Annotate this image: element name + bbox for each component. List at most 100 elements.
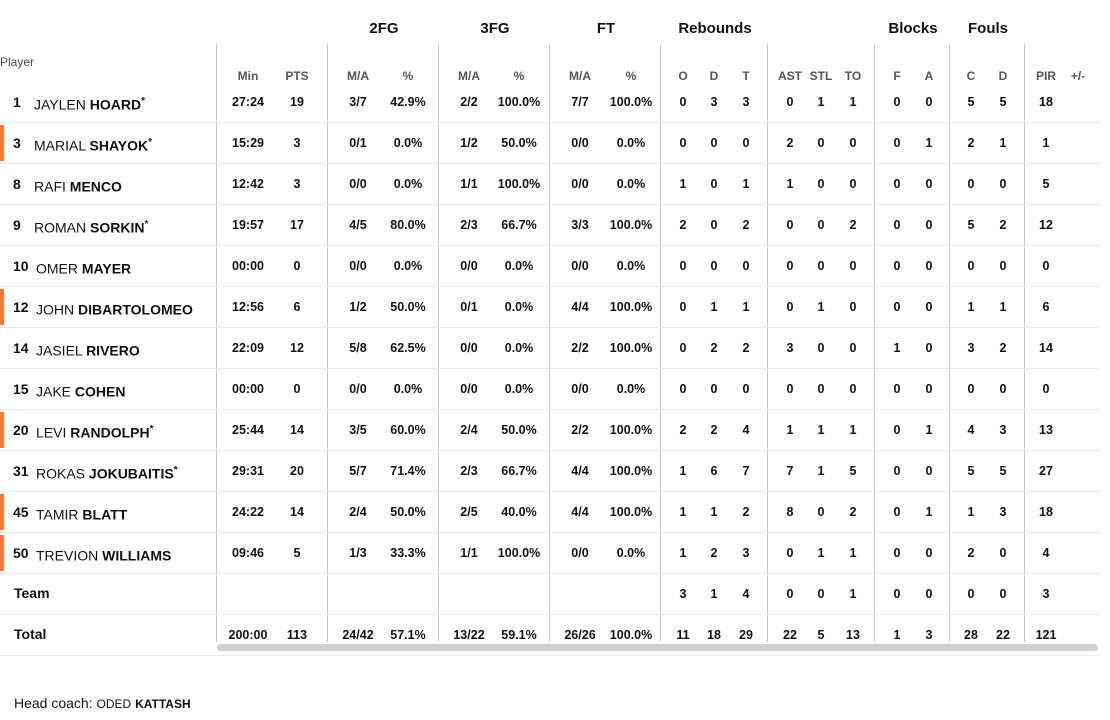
player-name-link[interactable]: ROKAS JOKUBAITIS* [36, 451, 178, 494]
stat-cell-pts: 6 [293, 300, 301, 314]
stat-cell-fc: 1 [967, 300, 975, 314]
stat-cell-stl: 0 [817, 136, 825, 150]
stat-cell-fg3-pct: 0.0% [504, 259, 534, 273]
player-first-name: LEVI [36, 424, 67, 441]
player-name-link[interactable]: RAFI MENCO [34, 164, 122, 207]
stat-cell-fg3-pct: 59.1% [501, 628, 537, 642]
stat-cell-stl: 0 [817, 341, 825, 355]
player-number: 31 [13, 463, 29, 479]
stat-cell-fg2-ma: 5/8 [349, 341, 367, 355]
col-pir[interactable]: PIR [1035, 69, 1057, 83]
col-stl[interactable]: STL [809, 69, 833, 83]
player-name-link[interactable]: LEVI RANDOLPH* [36, 410, 154, 453]
col-reb-d[interactable]: D [709, 69, 719, 83]
player-row[interactable]: 15 JAKE COHEN 00:00 0 0/0 0.0% 0/0 0.0% 0/0 0.0% 0… [0, 369, 1100, 410]
col-2fg-ma[interactable]: M/A [347, 69, 369, 83]
player-last-name: WILLIAMS [102, 547, 172, 564]
stat-cell-fg3-pct: 0.0% [504, 382, 534, 396]
stat-cell-fg2-ma: 0/0 [349, 382, 367, 396]
stat-cell-fc: 28 [964, 628, 978, 642]
stat-cell-stl: 0 [817, 259, 825, 273]
col-to[interactable]: TO [844, 69, 862, 83]
player-name-link[interactable]: ROMAN SORKIN* [34, 205, 148, 248]
col-ft-pct[interactable]: % [625, 69, 637, 83]
col-pts[interactable]: PTS [285, 69, 309, 83]
stat-cell-bf: 0 [893, 587, 901, 601]
player-row[interactable]: 8 RAFI MENCO 12:42 3 0/0 0.0% 1/1 100.0% 0/0 0.0%… [0, 164, 1100, 205]
player-name-link[interactable]: JAKE COHEN [36, 369, 125, 412]
stat-cell-stl: 1 [817, 95, 825, 109]
stat-cell-fc: 2 [967, 546, 975, 560]
col-blk-f[interactable]: F [893, 69, 901, 83]
col-foul-d[interactable]: D [998, 69, 1008, 83]
stat-cell-stl: 1 [817, 546, 825, 560]
group-header-row: 2FG 3FG FT Rebounds Blocks Fouls [0, 0, 1110, 44]
player-last-name: BLATT [82, 506, 128, 523]
player-row[interactable]: 45 TAMIR BLATT 24:22 14 2/4 50.0% 2/5 40.0% 4/4 1… [0, 492, 1100, 533]
player-name-link[interactable]: JAYLEN HOARD* [34, 82, 145, 125]
stat-cell-fg3-pct: 100.0% [497, 177, 541, 191]
stat-cell-ft-ma: 3/3 [571, 218, 589, 232]
group-label-2fg: 2FG [369, 20, 399, 37]
stat-cell-ft-ma: 4/4 [571, 300, 589, 314]
stat-cell-fg3-ma: 0/0 [460, 259, 478, 273]
stat-cell-fg3-ma: 2/2 [460, 95, 478, 109]
stat-cell-bf: 1 [893, 341, 901, 355]
row-accent-marker [0, 289, 4, 325]
player-name-link[interactable]: JOHN DIBARTOLOMEO [36, 287, 193, 330]
player-row[interactable]: 50 TREVION WILLIAMS 09:46 5 1/3 33.3% 1/1 100.0… [0, 533, 1100, 574]
stat-cell-fc: 0 [967, 259, 975, 273]
player-row[interactable]: 14 JASIEL RIVERO 22:09 12 5/8 62.5% 0/0 0.0% 2/2… [0, 328, 1100, 369]
col-blk-a[interactable]: A [924, 69, 934, 83]
horizontal-scrollbar[interactable] [217, 644, 1098, 651]
stat-cell-min: 12:56 [232, 300, 264, 314]
stat-cell-pts: 5 [293, 546, 301, 560]
stat-cell-bf: 0 [893, 423, 901, 437]
player-row[interactable]: 3 MARIAL SHAYOK* 15:29 3 0/1 0.0% 1/2 50.0% 0/0 0… [0, 123, 1100, 164]
player-row[interactable]: 12 JOHN DIBARTOLOMEO 12:56 6 1/2 50.0% 0/1 0.0%… [0, 287, 1100, 328]
col-3fg-pct[interactable]: % [513, 69, 525, 83]
stat-cell-min: 29:31 [232, 464, 264, 478]
col-min[interactable]: Min [237, 69, 259, 83]
player-name-link[interactable]: TAMIR BLATT [36, 492, 127, 535]
starter-marker: * [148, 137, 153, 148]
col-ast[interactable]: AST [778, 69, 802, 83]
stat-cell-t: 0 [742, 259, 750, 273]
stat-cell-ast: 0 [786, 587, 794, 601]
col-reb-o[interactable]: O [678, 69, 688, 83]
col-3fg-ma[interactable]: M/A [458, 69, 480, 83]
stat-cell-fg2-pct: 50.0% [390, 300, 426, 314]
player-first-name: JAYLEN [34, 96, 86, 113]
stat-cell-bf: 0 [893, 136, 901, 150]
starter-marker: * [149, 424, 154, 435]
stat-cell-fg2-pct: 62.5% [390, 341, 426, 355]
stat-cell-stl: 0 [817, 505, 825, 519]
player-row[interactable]: 31 ROKAS JOKUBAITIS* 29:31 20 5/7 71.4% 2/3 66.… [0, 451, 1100, 492]
player-row[interactable]: 10 OMER MAYER 00:00 0 0/0 0.0% 0/0 0.0% 0/0 0.0% 0… [0, 246, 1100, 287]
stat-cell-min: 24:22 [232, 505, 264, 519]
stat-cell-ba: 0 [925, 300, 933, 314]
col-2fg-pct[interactable]: % [402, 69, 414, 83]
col-foul-c[interactable]: C [966, 69, 976, 83]
player-row[interactable]: 20 LEVI RANDOLPH* 25:44 14 3/5 60.0% 2/4 50.0% 2… [0, 410, 1100, 451]
col-plus-minus[interactable]: +/- [1070, 69, 1086, 83]
player-first-name: ROKAS [36, 465, 86, 482]
stat-cell-to: 0 [849, 382, 857, 396]
stat-cell-ast: 0 [786, 382, 794, 396]
player-name-link[interactable]: JASIEL RIVERO [36, 328, 140, 371]
player-row[interactable]: 9 ROMAN SORKIN* 19:57 17 4/5 80.0% 2/3 66.7% 3/3… [0, 205, 1100, 246]
player-name-link[interactable]: TREVION WILLIAMS [36, 533, 171, 576]
player-name-link[interactable]: MARIAL SHAYOK* [34, 123, 152, 166]
stat-cell-pir: 13 [1039, 423, 1053, 437]
player-row[interactable]: 1 JAYLEN HOARD* 27:24 19 3/7 42.9% 2/2 100.0% 7/… [0, 82, 1100, 123]
col-reb-t[interactable]: T [742, 69, 750, 83]
stat-cell-ast: 7 [786, 464, 794, 478]
stat-cell-ast: 1 [786, 423, 794, 437]
stat-cell-fc: 0 [967, 587, 975, 601]
stat-cell-o: 1 [679, 464, 687, 478]
stat-cell-fg3-ma: 2/3 [460, 218, 478, 232]
stat-cell-to: 1 [849, 546, 857, 560]
team-row: Team 3 1 4 0 0 1 0 0 0 0 3 [0, 574, 1100, 615]
player-name-link[interactable]: OMER MAYER [36, 246, 131, 289]
col-ft-ma[interactable]: M/A [569, 69, 591, 83]
